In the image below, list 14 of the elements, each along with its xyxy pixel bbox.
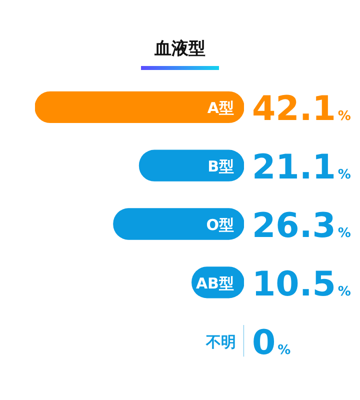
y-tick-label: AB型 — [196, 274, 234, 292]
y-tick-label: B型 — [208, 158, 234, 176]
data-label: 42.1% — [252, 89, 351, 130]
y-tick-label: O型 — [206, 216, 234, 234]
data-label: 21.1% — [252, 148, 351, 188]
chart-title: 血液型 — [154, 39, 206, 59]
y-tick-label: A型 — [207, 99, 234, 118]
bar — [138, 150, 244, 182]
bar — [113, 208, 244, 240]
data-label: 0% — [252, 322, 291, 363]
data-label: 10.5% — [252, 264, 351, 304]
bar — [35, 91, 244, 124]
y-tick-label: 不明 — [205, 332, 236, 351]
data-label: 26.3% — [252, 206, 351, 246]
